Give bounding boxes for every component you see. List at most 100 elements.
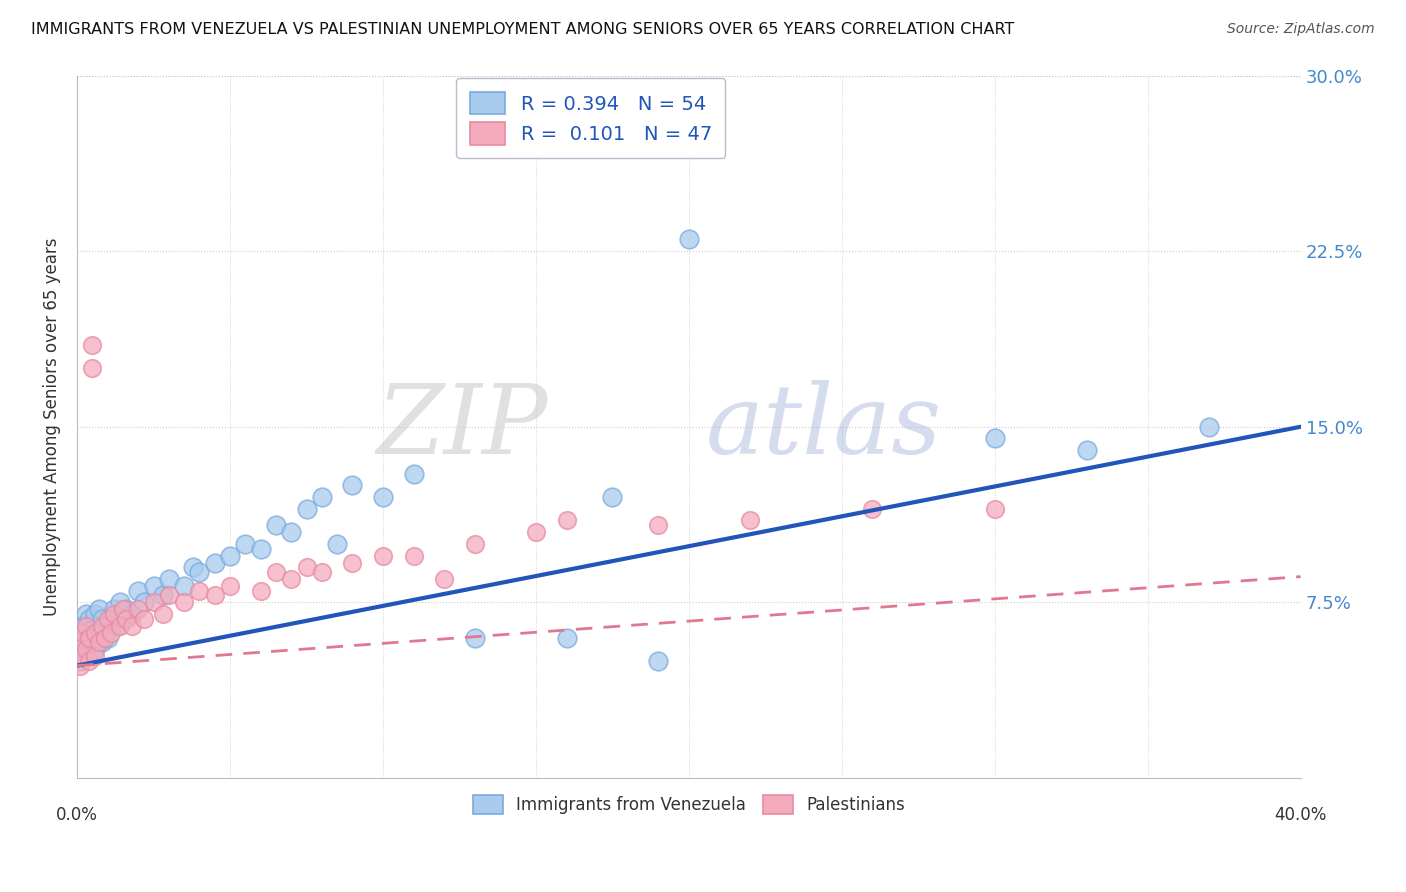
- Point: [326, 537, 349, 551]
- Point: [93, 631, 115, 645]
- Point: [264, 565, 287, 579]
- Point: [1198, 419, 1220, 434]
- Point: [82, 624, 104, 638]
- Point: [79, 612, 101, 626]
- Legend: Immigrants from Venezuela, Palestinians: Immigrants from Venezuela, Palestinians: [464, 787, 912, 822]
- Text: 40.0%: 40.0%: [1274, 806, 1327, 824]
- Point: [249, 583, 271, 598]
- Point: [75, 635, 97, 649]
- Point: [115, 612, 138, 626]
- Text: 0.0%: 0.0%: [56, 806, 98, 824]
- Point: [173, 579, 195, 593]
- Point: [134, 612, 156, 626]
- Point: [84, 607, 107, 621]
- Point: [90, 635, 112, 649]
- Point: [280, 572, 302, 586]
- Point: [295, 501, 318, 516]
- Point: [82, 649, 104, 664]
- Point: [157, 572, 180, 586]
- Point: [84, 649, 107, 664]
- Point: [280, 525, 302, 540]
- Y-axis label: Unemployment Among Seniors over 65 years: Unemployment Among Seniors over 65 years: [44, 237, 60, 616]
- Point: [90, 619, 112, 633]
- Point: [249, 541, 271, 556]
- Point: [72, 642, 94, 657]
- Point: [111, 612, 134, 626]
- Point: [738, 513, 761, 527]
- Point: [108, 595, 131, 609]
- Point: [311, 490, 333, 504]
- Point: [115, 602, 138, 616]
- Point: [402, 467, 425, 481]
- Point: [75, 619, 97, 633]
- Point: [204, 556, 226, 570]
- Point: [295, 560, 318, 574]
- Point: [188, 565, 211, 579]
- Point: [79, 631, 101, 645]
- Point: [371, 549, 394, 563]
- Point: [87, 635, 110, 649]
- Point: [678, 232, 700, 246]
- Point: [142, 595, 165, 609]
- Point: [100, 625, 122, 640]
- Point: [75, 642, 97, 657]
- Point: [69, 631, 91, 645]
- Point: [464, 537, 486, 551]
- Point: [402, 549, 425, 563]
- Point: [93, 619, 115, 633]
- Point: [134, 595, 156, 609]
- Point: [342, 556, 364, 570]
- Text: IMMIGRANTS FROM VENEZUELA VS PALESTINIAN UNEMPLOYMENT AMONG SENIORS OVER 65 YEAR: IMMIGRANTS FROM VENEZUELA VS PALESTINIAN…: [31, 22, 1014, 37]
- Point: [204, 588, 226, 602]
- Point: [173, 595, 195, 609]
- Text: atlas: atlas: [706, 380, 942, 474]
- Point: [105, 619, 128, 633]
- Point: [97, 631, 120, 645]
- Point: [72, 649, 94, 664]
- Point: [121, 607, 143, 621]
- Point: [371, 490, 394, 504]
- Point: [984, 501, 1007, 516]
- Point: [464, 631, 486, 645]
- Point: [152, 588, 174, 602]
- Point: [72, 619, 94, 633]
- Point: [433, 572, 456, 586]
- Point: [219, 579, 242, 593]
- Point: [183, 560, 205, 574]
- Point: [1076, 443, 1098, 458]
- Point: [103, 602, 125, 616]
- Point: [152, 607, 174, 621]
- Point: [84, 625, 107, 640]
- Point: [233, 537, 256, 551]
- Point: [87, 602, 110, 616]
- Point: [75, 607, 97, 621]
- Point: [69, 658, 91, 673]
- Point: [111, 602, 134, 616]
- Point: [79, 654, 101, 668]
- Point: [82, 338, 104, 352]
- Point: [82, 361, 104, 376]
- Point: [602, 490, 624, 504]
- Point: [84, 642, 107, 657]
- Point: [79, 631, 101, 645]
- Point: [100, 612, 122, 626]
- Point: [127, 583, 149, 598]
- Point: [647, 654, 669, 668]
- Point: [342, 478, 364, 492]
- Point: [157, 588, 180, 602]
- Point: [121, 619, 143, 633]
- Point: [984, 432, 1007, 446]
- Point: [127, 602, 149, 616]
- Text: ZIP: ZIP: [377, 380, 548, 474]
- Point: [524, 103, 547, 118]
- Point: [87, 625, 110, 640]
- Point: [142, 579, 165, 593]
- Point: [311, 565, 333, 579]
- Point: [555, 513, 578, 527]
- Point: [264, 518, 287, 533]
- Text: Source: ZipAtlas.com: Source: ZipAtlas.com: [1227, 22, 1375, 37]
- Point: [188, 583, 211, 598]
- Point: [90, 612, 112, 626]
- Point: [97, 612, 120, 626]
- Point: [860, 501, 883, 516]
